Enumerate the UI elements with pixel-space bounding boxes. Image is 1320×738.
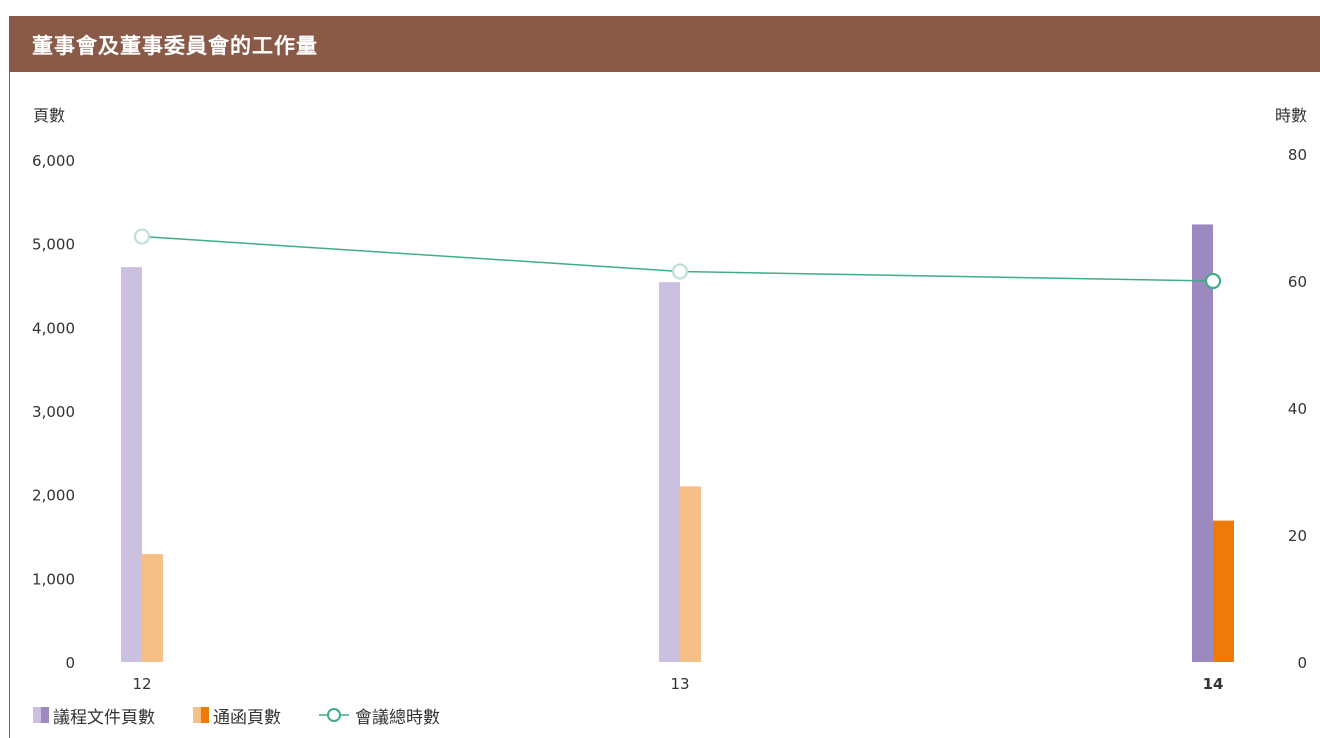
y-tick-label: 4,000	[32, 319, 75, 337]
chart-header: 董事會及董事委員會的工作量	[9, 16, 1320, 72]
legend-item-hours: 會議總時數	[319, 703, 440, 728]
y2-tick-label: 80	[1288, 146, 1307, 164]
y2-tick-label: 60	[1288, 273, 1307, 291]
chart-frame	[9, 16, 1320, 738]
legend-item-circular: 通函頁數	[193, 703, 281, 728]
agenda-bar	[1192, 224, 1213, 662]
x-tick-label: 13	[670, 675, 689, 693]
x-tick-label: 14	[1203, 675, 1224, 693]
hours-point	[671, 263, 689, 280]
hours-point	[1204, 272, 1222, 290]
y2-tick-label: 20	[1288, 527, 1307, 545]
agenda-bar	[659, 282, 680, 662]
hours-point	[133, 228, 151, 245]
y-tick-label: 1,000	[32, 570, 75, 588]
circular-bar	[680, 486, 701, 662]
line-marker-swatch-icon	[319, 708, 349, 722]
chart-legend: 議程文件頁數 通函頁數 會議總時數	[33, 703, 478, 728]
y2-axis-label: 時數	[1275, 106, 1307, 125]
y-tick-label: 3,000	[32, 403, 75, 421]
x-tick-label: 12	[132, 675, 151, 693]
agenda-bar	[121, 267, 142, 662]
legend-label-agenda: 議程文件頁數	[53, 707, 155, 728]
y2-tick-label: 40	[1288, 400, 1307, 418]
y-tick-label: 0	[65, 654, 75, 672]
y-tick-label: 2,000	[32, 487, 75, 505]
chart-title: 董事會及董事委員會的工作量	[32, 34, 318, 58]
y-tick-label: 6,000	[32, 152, 75, 170]
circular-swatch-icon	[193, 707, 209, 723]
legend-label-circular: 通函頁數	[213, 707, 281, 728]
circular-bar	[1213, 520, 1234, 662]
legend-label-hours: 會議總時數	[355, 707, 440, 728]
circular-bar	[142, 554, 163, 662]
y-axis-label: 頁數	[33, 106, 65, 125]
y2-tick-label: 0	[1297, 654, 1307, 672]
legend-item-agenda: 議程文件頁數	[33, 703, 155, 728]
agenda-swatch-icon	[33, 707, 49, 723]
y-tick-label: 5,000	[32, 236, 75, 254]
